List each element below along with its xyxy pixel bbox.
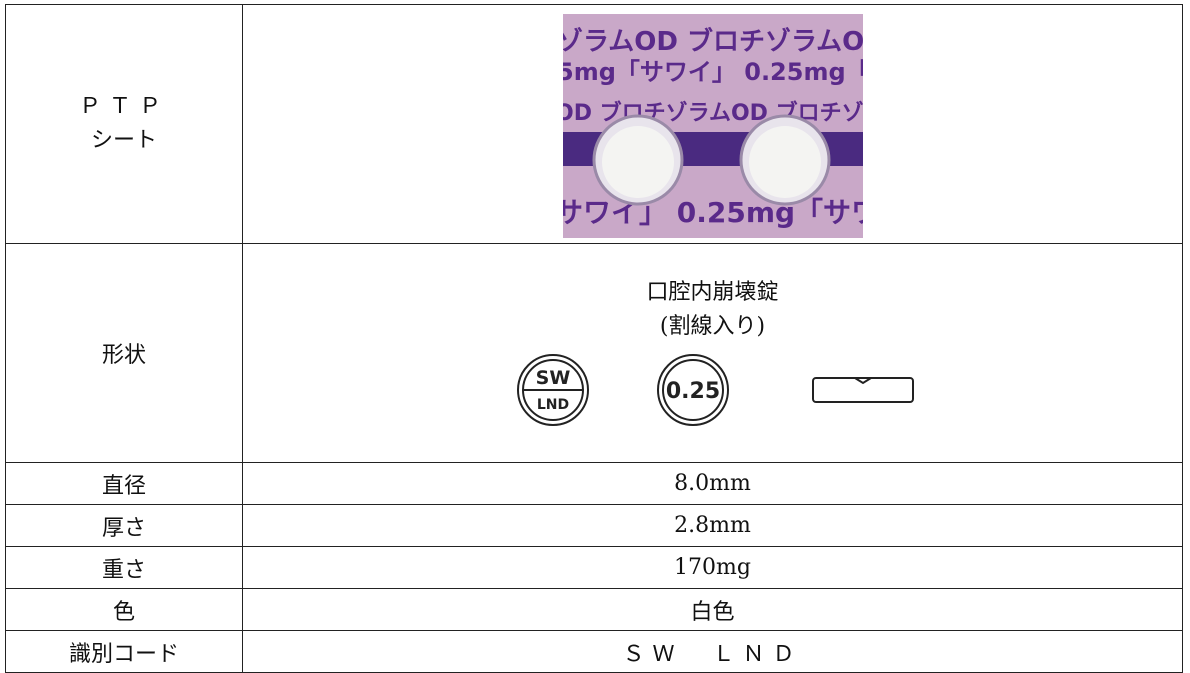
ptp-photo: ゾラムOD ブロチゾラムOD 5mg「サワイ」 0.25mg「サワイ」 OD ブ…	[562, 13, 863, 238]
ptp-text: OD ブロチゾラムOD ブロチゾラ	[563, 100, 863, 126]
ptp-text: 5mg「サワイ」 0.25mg「サワイ」	[563, 58, 863, 86]
value: (割線入り)	[659, 314, 766, 339]
row: ＰＴＰ シート ゾラムOD ブロチゾラムOD 5mg「サワイ」 0.25mg「サ…	[5, 4, 1183, 244]
spec-table: ＰＴＰ シート ゾラムOD ブロチゾラムOD 5mg「サワイ」 0.25mg「サ…	[5, 4, 1183, 673]
value: 8.0mm	[674, 471, 751, 496]
value: 白色	[690, 599, 735, 625]
value-cell: ＳＷ ＬＮＤ	[242, 630, 1183, 673]
tablet-drawings: SW LND 0.25	[516, 354, 914, 426]
label: 厚さ	[101, 515, 146, 541]
value: 口腔内崩壊錠	[646, 280, 779, 305]
label: 直径	[101, 473, 146, 499]
label-cell: 色	[5, 588, 243, 631]
row: 形状 口腔内崩壊錠 (割線入り) SW LND 0.25	[5, 243, 1183, 463]
row: 識別コード ＳＷ ＬＮＤ	[5, 630, 1183, 673]
tablet-mark: 0.25	[665, 379, 719, 404]
tablet-mark: LND	[536, 397, 568, 413]
label: 識別コード	[68, 641, 179, 667]
row: 厚さ 2.8mm	[5, 504, 1183, 547]
label-cell: 重さ	[5, 546, 243, 589]
label: シート	[90, 128, 157, 153]
label-cell: 識別コード	[5, 630, 243, 673]
value-cell: ゾラムOD ブロチゾラムOD 5mg「サワイ」 0.25mg「サワイ」 OD ブ…	[242, 4, 1183, 244]
value-cell: 170mg	[242, 546, 1183, 589]
label-cell: 厚さ	[5, 504, 243, 547]
label: ＰＴＰ	[78, 94, 169, 119]
value-cell: 2.8mm	[242, 504, 1183, 547]
value: 2.8mm	[674, 513, 751, 538]
ptp-text: ゾラムOD ブロチゾラムOD	[563, 26, 863, 57]
value-cell: 白色	[242, 588, 1183, 631]
label: 重さ	[101, 557, 146, 583]
row: 色 白色	[5, 588, 1183, 631]
label-cell: 形状	[5, 243, 243, 463]
label-cell: 直径	[5, 462, 243, 505]
label: 形状	[101, 343, 146, 368]
ptp-text: サワイ」 0.25mg「サワイ」 0.25mg	[563, 196, 863, 229]
label: 色	[112, 599, 135, 625]
tablet-mark: SW	[535, 367, 570, 389]
value-cell: 口腔内崩壊錠 (割線入り) SW LND 0.25	[242, 243, 1183, 463]
value: ＳＷ ＬＮＤ	[622, 641, 803, 667]
value-cell: 8.0mm	[242, 462, 1183, 505]
row: 直径 8.0mm	[5, 462, 1183, 505]
row: 重さ 170mg	[5, 546, 1183, 589]
label-cell: ＰＴＰ シート	[5, 4, 243, 244]
value: 170mg	[674, 555, 751, 580]
